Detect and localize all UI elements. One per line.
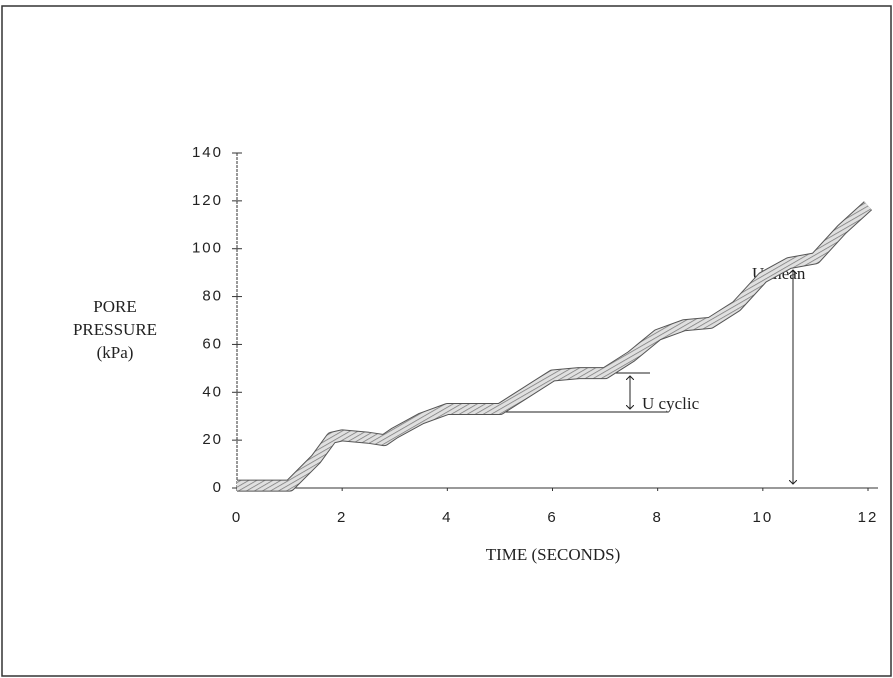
x-label: TIME (SECONDS): [486, 545, 621, 564]
y-tick-label: 80: [202, 288, 223, 305]
y-label: PORE: [93, 297, 136, 316]
y-label: (kPa): [97, 343, 134, 362]
y-tick-label: 60: [202, 335, 223, 352]
series-line: [237, 201, 872, 491]
x-tick-label: 12: [858, 509, 879, 526]
y-label: PRESSURE: [73, 320, 157, 339]
y-tick-label: 100: [192, 240, 223, 257]
x-tick-label: 2: [337, 509, 347, 526]
frame: [1, 5, 892, 677]
y-tick-label: 40: [202, 383, 223, 400]
x-tick-label: 6: [547, 509, 557, 526]
x-tick-label: 10: [752, 509, 773, 526]
annotation: U cyclic: [642, 394, 700, 413]
y-tick-label: 120: [192, 192, 223, 209]
y-tick-label: 140: [192, 144, 223, 161]
y-tick-label: 20: [202, 431, 223, 448]
y-tick-label: 0: [213, 479, 223, 496]
x-tick-label: 4: [442, 509, 452, 526]
x-tick-label: 8: [652, 509, 662, 526]
x-tick-label: 0: [232, 509, 242, 526]
